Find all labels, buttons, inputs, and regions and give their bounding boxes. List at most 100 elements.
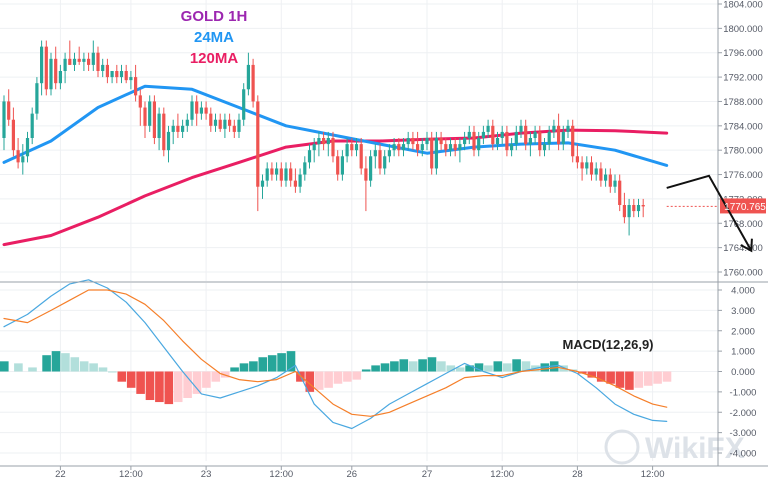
candle-body — [416, 144, 420, 151]
candle — [430, 131, 434, 175]
candle-body — [185, 119, 189, 126]
macd-lines — [3, 279, 668, 430]
histogram-bar — [634, 371, 644, 388]
histogram-bar — [258, 357, 268, 372]
candle — [397, 138, 401, 157]
candle-body — [538, 131, 542, 151]
histogram-bar — [512, 359, 521, 372]
candle — [134, 64, 138, 102]
grid-layer — [0, 0, 718, 461]
candle — [82, 52, 86, 71]
candle-body — [82, 58, 86, 62]
candle-body — [552, 125, 556, 132]
candle-body — [585, 162, 589, 169]
candle — [7, 89, 11, 126]
candle — [256, 95, 260, 212]
candle-body — [613, 180, 617, 187]
candle-body — [604, 174, 608, 181]
price-tick-label: 1788.000 — [723, 97, 763, 108]
candle-body — [491, 125, 495, 145]
candle — [148, 95, 152, 132]
candle-body — [242, 89, 246, 120]
candle-body — [340, 156, 344, 175]
candle — [636, 198, 641, 218]
macd-label: MACD(12,26,9) — [562, 337, 653, 352]
candle-body — [148, 101, 152, 126]
candle — [143, 101, 147, 138]
candle — [533, 125, 537, 145]
candle-body — [218, 119, 222, 129]
candle — [119, 64, 124, 84]
candle-body — [528, 138, 532, 145]
candle — [542, 138, 547, 157]
candle — [599, 162, 603, 187]
candle — [77, 46, 81, 65]
candle — [44, 40, 48, 96]
candle-body — [434, 138, 438, 169]
candle — [495, 131, 500, 151]
candle-body — [401, 144, 406, 151]
histogram-bar — [333, 371, 343, 384]
candle-body — [589, 162, 594, 175]
candle — [312, 138, 316, 163]
candle — [284, 162, 288, 187]
histogram-bar — [28, 367, 37, 372]
candle — [524, 119, 528, 151]
candle — [35, 77, 39, 120]
candle — [571, 119, 575, 163]
histogram-bar — [267, 355, 277, 372]
histogram-bar — [239, 363, 249, 372]
candle-body — [44, 46, 48, 90]
candle-body — [190, 101, 194, 120]
candle-body — [364, 168, 368, 181]
candle-body — [143, 107, 147, 126]
histogram-bar — [484, 365, 493, 372]
candle-body — [463, 138, 467, 145]
candle-body — [575, 156, 579, 163]
price-tick-label: 1764.000 — [723, 243, 763, 254]
macd-line — [3, 279, 668, 430]
histogram-bar — [465, 365, 474, 372]
candle — [228, 113, 232, 132]
arrow-shaft — [666, 174, 753, 252]
labels: GOLD 1H 24MA 120MA MACD(12,26,9) 1770.76… — [181, 8, 767, 352]
candle — [275, 162, 279, 181]
candle — [439, 131, 443, 151]
candle-body — [345, 144, 349, 157]
histogram-bar — [399, 359, 409, 372]
candle-body — [594, 168, 598, 175]
candle — [448, 138, 453, 157]
candle-body — [204, 107, 208, 114]
histogram-bar — [521, 361, 531, 372]
candle — [528, 131, 532, 157]
candle-body — [322, 138, 326, 145]
candle — [401, 138, 406, 157]
histogram-bar — [136, 371, 145, 394]
candle — [63, 52, 67, 84]
time-tick-label: 12:00 — [269, 469, 293, 480]
candle — [110, 71, 114, 84]
candle — [481, 125, 485, 145]
title-gold-1h: GOLD 1H — [181, 8, 248, 25]
candle — [21, 144, 25, 175]
candle-body — [35, 83, 39, 114]
candle-body — [467, 131, 471, 138]
histogram-bar — [89, 363, 98, 372]
histogram-bar — [493, 361, 503, 372]
macd-tick-label: -4.000 — [730, 449, 757, 460]
candle — [359, 138, 363, 175]
candle-body — [392, 144, 396, 151]
candle — [411, 131, 415, 151]
macd-tick-label: 0.000 — [731, 367, 755, 378]
price-tick-label: 1804.000 — [723, 0, 763, 11]
last-price-label: 1770.765 — [724, 202, 766, 213]
candle-body — [627, 205, 631, 218]
histogram-bar — [662, 371, 672, 382]
histogram-bar — [427, 357, 437, 372]
candle-body — [138, 95, 142, 108]
candle — [171, 119, 175, 145]
candle — [307, 144, 312, 169]
macd-tick-label: 1.000 — [731, 347, 755, 358]
candle-body — [439, 138, 443, 145]
